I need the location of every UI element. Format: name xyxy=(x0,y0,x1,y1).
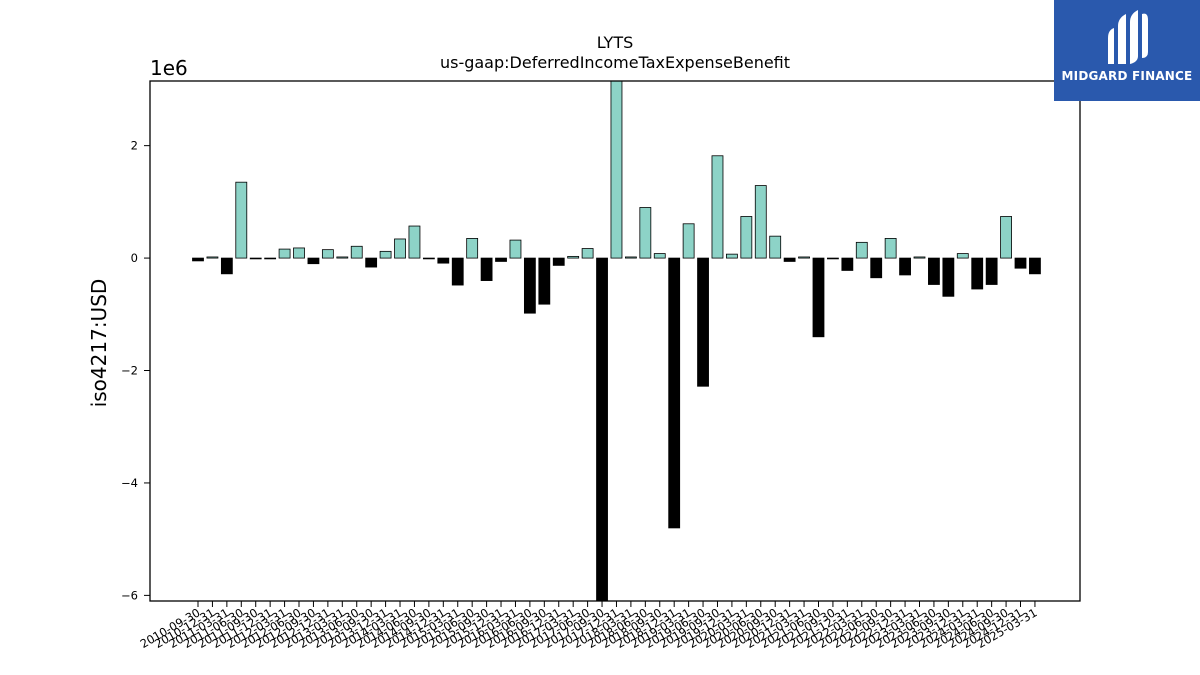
y-tick-label: 2 xyxy=(131,139,138,153)
x-axis: 2010-09-302010-12-312011-03-312011-06-30… xyxy=(138,601,1039,651)
bar-2021-03-31 xyxy=(798,256,810,259)
bar-2015-09-30 xyxy=(480,257,493,281)
bar-2016-09-30 xyxy=(538,257,551,305)
bar-2012-06-30 xyxy=(293,247,305,259)
y-offset-label: 1e6 xyxy=(150,56,188,80)
bar-2016-12-31 xyxy=(552,257,565,266)
y-tick-label: −2 xyxy=(121,364,138,378)
chart-title: LYTS xyxy=(597,33,634,52)
brand-logo: MIDGARD FINANCE xyxy=(1054,0,1200,101)
bar-2018-03-31 xyxy=(625,256,637,259)
bar-2010-12-31 xyxy=(206,256,219,259)
bar-2022-09-30 xyxy=(884,238,897,259)
bar-2013-06-30 xyxy=(350,245,363,259)
bar-2024-03-31 xyxy=(971,257,984,290)
bar-2023-03-31 xyxy=(913,256,926,259)
bar-2017-12-31 xyxy=(610,80,623,259)
bar-2014-03-31 xyxy=(394,238,406,259)
bar-2010-09-30 xyxy=(192,257,204,262)
bar-2016-06-30 xyxy=(523,257,536,314)
bar-2020-12-31 xyxy=(783,257,796,262)
bar-2024-06-30 xyxy=(985,257,998,285)
bar-2011-06-30 xyxy=(235,181,248,259)
bar-2021-12-31 xyxy=(841,257,854,271)
bar-2022-06-30 xyxy=(870,257,883,279)
bar-2020-09-30 xyxy=(769,235,782,259)
brand-name: MIDGARD FINANCE xyxy=(1061,69,1193,83)
bar-2011-12-31 xyxy=(264,257,277,260)
bar-2023-12-31 xyxy=(956,253,969,259)
bar-2020-03-31 xyxy=(740,216,753,259)
bar-2012-03-31 xyxy=(278,248,291,259)
bar-2021-06-30 xyxy=(812,257,825,338)
bar-2018-12-31 xyxy=(668,257,681,529)
bar-2012-09-30 xyxy=(307,257,320,265)
bar-2017-03-31 xyxy=(567,255,580,259)
y-tick-label: 0 xyxy=(131,251,138,265)
bar-2018-06-30 xyxy=(639,207,652,259)
y-axis-label: iso4217:USD xyxy=(87,279,111,408)
bar-2021-09-30 xyxy=(827,257,839,260)
y-tick-label: −4 xyxy=(121,476,138,490)
bar-2014-06-30 xyxy=(408,225,421,259)
bar-2024-12-31 xyxy=(1014,257,1027,269)
bar-2024-09-30 xyxy=(1000,216,1012,259)
bar-2013-03-31 xyxy=(336,256,349,259)
bar-2022-12-31 xyxy=(899,257,911,276)
y-axis: −6 −4 −2 0 2 xyxy=(121,139,150,602)
plot-frame xyxy=(149,80,1081,602)
bar-2013-12-31 xyxy=(379,250,392,259)
bar-2017-06-30 xyxy=(581,248,594,259)
bar-2017-09-30 xyxy=(596,257,608,602)
bar-2025-03-31 xyxy=(1029,257,1041,275)
bar-2019-03-31 xyxy=(682,223,695,259)
bar-2019-06-30 xyxy=(697,257,709,387)
bar-2019-09-30 xyxy=(711,155,724,259)
bar-2011-03-31 xyxy=(220,257,233,275)
bar-2019-12-31 xyxy=(726,253,738,259)
bar-2013-09-30 xyxy=(365,257,378,268)
bar-2018-09-30 xyxy=(653,253,666,259)
bar-2015-06-30 xyxy=(466,238,479,259)
bar-2012-12-31 xyxy=(321,249,334,259)
bar-2014-12-31 xyxy=(437,257,450,264)
y-tick-label: −6 xyxy=(121,588,138,602)
bar-2020-06-30 xyxy=(754,185,767,259)
bars-group xyxy=(192,80,1041,602)
bar-2011-09-30 xyxy=(249,257,262,260)
bar-2023-06-30 xyxy=(928,257,940,285)
bar-2014-09-30 xyxy=(422,257,435,260)
bar-2022-03-31 xyxy=(855,241,868,259)
bar-2015-03-31 xyxy=(451,257,464,286)
bar-2016-03-31 xyxy=(509,239,522,259)
chart-subtitle: us-gaap:DeferredIncomeTaxExpenseBenefit xyxy=(440,53,790,72)
bar-2023-09-30 xyxy=(942,257,955,297)
logo-mark-icon xyxy=(1108,10,1148,64)
bar-2015-12-31 xyxy=(495,257,507,262)
